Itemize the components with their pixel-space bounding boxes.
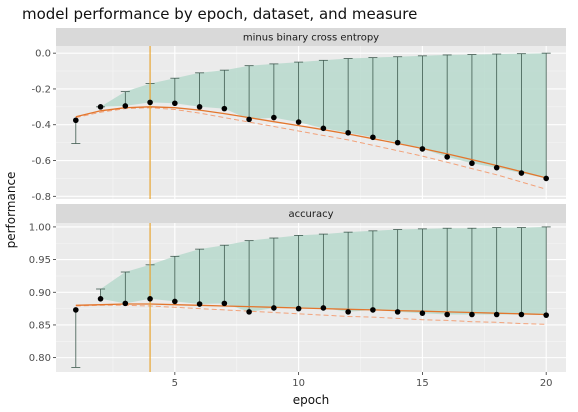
facet-strip-label: minus binary cross entropy bbox=[243, 33, 379, 44]
validation-point bbox=[98, 104, 104, 110]
validation-point bbox=[172, 100, 178, 106]
validation-point bbox=[321, 126, 327, 132]
validation-point bbox=[271, 305, 277, 311]
validation-point bbox=[123, 103, 129, 109]
validation-point bbox=[147, 100, 153, 106]
x-tick-label: 15 bbox=[416, 378, 429, 389]
validation-point bbox=[197, 301, 203, 307]
validation-point bbox=[246, 117, 252, 123]
facet-panels: minus binary cross entropy 0.0 -0.2 -0.4 -0.… bbox=[29, 28, 566, 389]
facet-strip-label: accuracy bbox=[288, 209, 333, 220]
y-tick-label: 0.0 bbox=[35, 49, 51, 60]
y-tick-label: 0.85 bbox=[29, 320, 51, 331]
validation-point bbox=[296, 119, 302, 125]
validation-point bbox=[222, 301, 228, 307]
y-tick-label: -0.4 bbox=[31, 120, 51, 131]
validation-point bbox=[420, 310, 426, 316]
validation-point bbox=[494, 165, 500, 171]
x-tick-label: 5 bbox=[172, 378, 178, 389]
validation-point bbox=[345, 309, 351, 315]
validation-point bbox=[321, 305, 327, 311]
x-tick-label: 20 bbox=[540, 378, 553, 389]
validation-point bbox=[73, 117, 79, 123]
validation-point bbox=[271, 115, 277, 121]
y-tick-label: -0.8 bbox=[31, 192, 51, 203]
validation-point bbox=[519, 170, 525, 176]
validation-point bbox=[73, 307, 79, 313]
validation-point bbox=[222, 106, 228, 112]
y-tick-label: 0.90 bbox=[29, 288, 51, 299]
validation-point bbox=[345, 130, 351, 136]
x-axis-title: epoch bbox=[293, 393, 330, 407]
validation-point bbox=[519, 312, 525, 318]
y-tick-label: 0.80 bbox=[29, 353, 51, 364]
validation-point bbox=[370, 134, 376, 140]
validation-point bbox=[395, 309, 401, 315]
validation-point bbox=[469, 160, 475, 166]
validation-point bbox=[246, 309, 252, 315]
y-tick-label: 1.00 bbox=[29, 222, 51, 233]
validation-point bbox=[98, 296, 104, 302]
y-axis-title: performance bbox=[4, 172, 18, 249]
validation-point bbox=[370, 307, 376, 313]
validation-point bbox=[444, 154, 450, 160]
facet-panel: minus binary cross entropy 0.0 -0.2 -0.4 -0.… bbox=[31, 28, 566, 203]
validation-point bbox=[172, 299, 178, 305]
validation-point bbox=[197, 104, 203, 110]
y-tick-label: -0.6 bbox=[31, 156, 51, 167]
validation-point bbox=[395, 140, 401, 146]
validation-point bbox=[444, 312, 450, 318]
x-tick-label: 10 bbox=[292, 378, 305, 389]
validation-point bbox=[147, 296, 153, 302]
y-tick-label: -0.2 bbox=[31, 84, 51, 95]
validation-point bbox=[420, 146, 426, 152]
validation-point bbox=[543, 176, 549, 182]
validation-point bbox=[123, 301, 129, 307]
facet-panel: accuracy 0.80 0.85 0.90 0.95 1.00 bbox=[29, 204, 566, 372]
y-tick-label: 0.95 bbox=[29, 255, 51, 266]
validation-point bbox=[469, 312, 475, 318]
validation-point bbox=[543, 312, 549, 318]
chart-title: model performance by epoch, dataset, and… bbox=[22, 5, 417, 23]
validation-point bbox=[296, 306, 302, 312]
validation-point bbox=[494, 312, 500, 318]
